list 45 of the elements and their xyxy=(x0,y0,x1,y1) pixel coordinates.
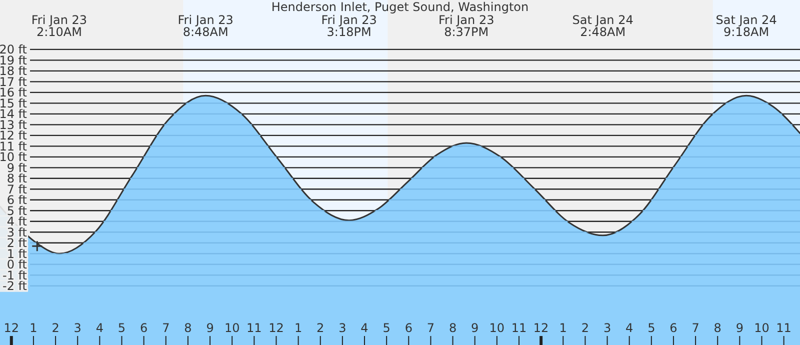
x-tick-label: 1 xyxy=(30,321,38,335)
x-tick-label: 2 xyxy=(581,321,590,335)
x-tick-label: 8 xyxy=(448,321,457,335)
x-tick-label: 4 xyxy=(360,321,368,335)
x-tick-label: 10 xyxy=(489,321,505,335)
x-tick-label: 11 xyxy=(511,321,527,335)
x-tick-label: 10 xyxy=(224,321,240,335)
y-tick-label: -2 ft xyxy=(2,279,28,294)
x-tick-label: 7 xyxy=(692,321,700,335)
annotation: Fri Jan 23 2:10AM xyxy=(31,13,88,39)
annotation: Fri Jan 23 8:48AM xyxy=(178,13,234,39)
annotation: Fri Jan 23 3:18PM xyxy=(321,13,377,39)
x-tick-label: 3 xyxy=(338,321,346,335)
x-tick-label: 10 xyxy=(754,321,770,335)
x-tick-label: 9 xyxy=(736,321,744,335)
x-tick-label: 2 xyxy=(316,321,324,335)
y-tick-label: -1 ft xyxy=(2,268,28,282)
chart-title: Henderson Inlet, Puget Sound, Washington xyxy=(271,0,529,14)
x-tick-label: 12 xyxy=(533,321,549,335)
x-tick-label: 2 xyxy=(52,321,60,335)
x-tick-label: 3 xyxy=(603,321,612,335)
x-tick-label: 12 xyxy=(4,321,20,335)
x-tick-label: 8 xyxy=(714,321,722,335)
annotation: Sat Jan 24 9:18AM xyxy=(716,13,777,39)
x-tick-label: 6 xyxy=(140,321,148,335)
x-tick-label: 7 xyxy=(426,321,435,335)
x-tick-label: 5 xyxy=(118,321,126,335)
x-tick-label: 1 xyxy=(559,321,567,335)
x-tick-label: 3 xyxy=(74,321,82,335)
x-tick-label: 5 xyxy=(648,321,656,335)
x-tick-label: 4 xyxy=(96,321,104,335)
x-tick-label: 11 xyxy=(246,321,262,335)
annotation: Sat Jan 24 2:48AM xyxy=(572,13,634,39)
x-tick-label: 6 xyxy=(670,321,678,335)
x-tick-label: 4 xyxy=(626,321,634,335)
x-tick-label: 8 xyxy=(184,321,192,335)
x-tick-label: 1 xyxy=(294,321,302,335)
annotation: Fri Jan 23 8:37PM xyxy=(438,13,494,39)
x-tick-label: 11 xyxy=(776,321,792,335)
x-tick-label: 5 xyxy=(382,321,390,335)
x-tick-label: 9 xyxy=(471,321,479,335)
x-tick-label: 7 xyxy=(162,321,170,335)
x-tick-label: 12 xyxy=(268,321,284,335)
x-tick-label: 6 xyxy=(404,321,412,335)
x-tick-label: 9 xyxy=(206,321,214,335)
